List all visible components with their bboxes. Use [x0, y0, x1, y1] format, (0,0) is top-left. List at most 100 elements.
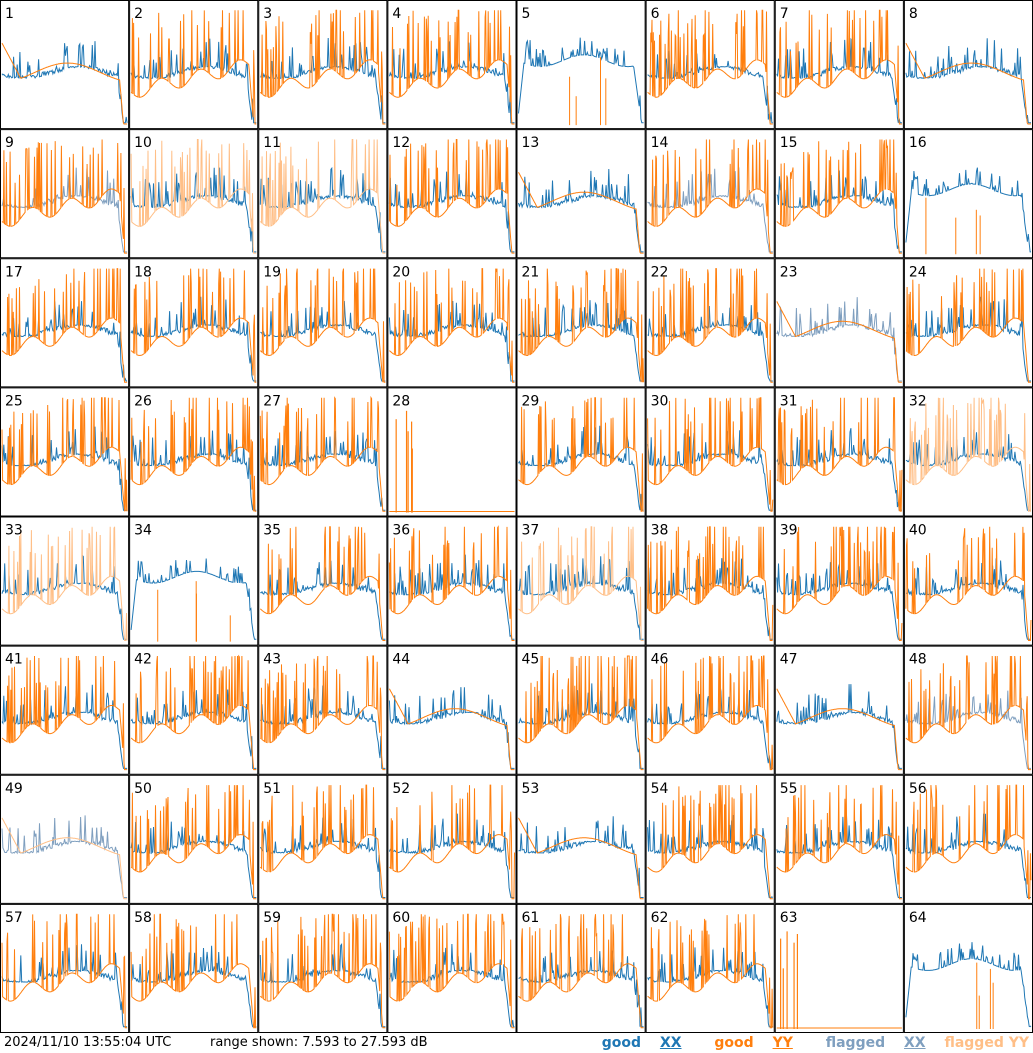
panel-label: 58: [134, 910, 152, 926]
panel-label: 49: [5, 781, 23, 797]
yy-series: [259, 139, 386, 254]
panel-label: 32: [909, 393, 927, 409]
xx-series: [776, 428, 902, 511]
xx-series: [130, 167, 257, 253]
panel-label: 36: [392, 523, 410, 539]
yy-series: [1, 42, 128, 125]
panel-label: 3: [263, 6, 272, 22]
panel-frame: [387, 903, 517, 1033]
panel-59: 59: [258, 903, 388, 1033]
panel-36: 36: [387, 516, 517, 646]
yy-series: [388, 525, 515, 641]
panel-label: 57: [5, 910, 23, 926]
panel-26: 26: [129, 387, 259, 517]
panel-15: 15: [774, 129, 904, 259]
panel-frame: [903, 903, 1033, 1033]
yy-series: [647, 655, 774, 771]
panel-41: 41: [0, 645, 130, 775]
panel-frame: [516, 129, 646, 259]
panel-label: 18: [134, 264, 152, 280]
yy-series: [259, 784, 386, 900]
yy-series: [776, 9, 902, 125]
panel-label: 39: [780, 523, 798, 539]
panel-13: 13: [516, 129, 646, 259]
yy-series: [518, 655, 644, 771]
yy-series: [259, 913, 386, 1029]
panel-label: 40: [909, 523, 927, 539]
panel-48: 48: [903, 645, 1033, 775]
footer: 2024/11/10 13:55:04 UTC range shown: 7.5…: [0, 1033, 1033, 1053]
panel-51: 51: [258, 774, 388, 904]
xx-series: [518, 816, 644, 898]
panel-label: 15: [780, 135, 798, 151]
xx-series: [388, 41, 515, 124]
yy-series: [647, 268, 773, 383]
yy-series: [518, 526, 644, 641]
panel-label: 22: [651, 264, 669, 280]
panel-53: 53: [516, 774, 646, 904]
panel-label: 47: [780, 652, 798, 668]
panel-frame: [387, 387, 517, 517]
panel-42: 42: [129, 645, 259, 775]
xx-series: [905, 296, 1031, 382]
panel-label: 26: [134, 393, 152, 409]
yy-series: [905, 397, 1031, 512]
panel-49: 49: [0, 774, 130, 904]
yy-series: [776, 139, 902, 254]
yy-series: [130, 397, 257, 512]
panel-label: 21: [522, 264, 540, 280]
panel-28: 28: [387, 387, 517, 517]
panel-label: 13: [522, 135, 540, 151]
panel-14: 14: [645, 129, 775, 259]
panel-label: 20: [392, 264, 410, 280]
xx-series: [647, 305, 773, 382]
panel-57: 57: [0, 903, 130, 1033]
panel-47: 47: [774, 645, 904, 775]
yy-series: [1, 913, 128, 1029]
xx-series: [1, 301, 128, 382]
yy-series: [647, 785, 773, 900]
yy-series: [388, 688, 515, 771]
panel-21: 21: [516, 258, 646, 388]
panel-60: 60: [387, 903, 517, 1033]
panel-label: 55: [780, 781, 798, 797]
panel-24: 24: [903, 258, 1033, 388]
panel-9: 9: [0, 129, 130, 259]
panel-label: 12: [392, 135, 410, 151]
panel-frame: [0, 0, 130, 130]
xx-series: [260, 427, 386, 511]
panel-63: 63: [774, 903, 904, 1033]
panel-22: 22: [645, 258, 775, 388]
yy-series: [647, 139, 773, 254]
panel-label: 2: [134, 6, 143, 22]
panel-35: 35: [258, 516, 388, 646]
panel-frame: [774, 0, 904, 130]
yy-series: [389, 9, 515, 125]
panel-label: 62: [651, 910, 669, 926]
yy-series: [1, 655, 128, 771]
panel-16: 16: [903, 129, 1033, 259]
xx-series: [260, 37, 386, 124]
panel-label: 41: [5, 652, 23, 668]
yy-series: [1, 526, 128, 641]
panel-label: 4: [392, 6, 401, 22]
yy-series: [1, 397, 128, 512]
yy-series: [776, 301, 902, 383]
yy-series: [776, 526, 903, 641]
panel-19: 19: [258, 258, 388, 388]
panel-label: 48: [909, 652, 927, 668]
panel-45: 45: [516, 645, 646, 775]
panel-20: 20: [387, 258, 517, 388]
yy-series: [647, 397, 774, 512]
panel-frame: [516, 0, 646, 130]
yy-series: [389, 268, 515, 383]
yy-series: [388, 139, 515, 254]
panel-37: 37: [516, 516, 646, 646]
panel-6: 6: [645, 0, 775, 130]
panel-label: 43: [263, 652, 281, 668]
yy-series: [259, 395, 386, 512]
xx-series: [1, 944, 128, 1028]
panel-1: 1: [0, 0, 130, 130]
panel-label: 7: [780, 6, 789, 22]
xx-series: [905, 167, 1031, 253]
